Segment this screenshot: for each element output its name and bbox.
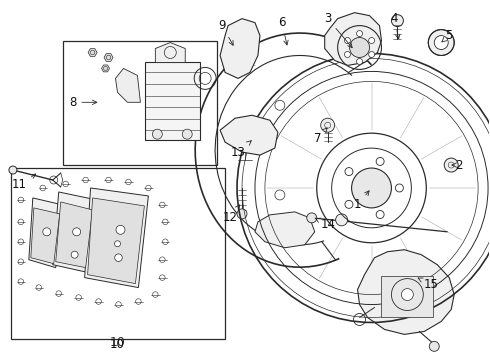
Text: 5: 5: [442, 29, 453, 42]
Circle shape: [376, 157, 384, 166]
Circle shape: [345, 201, 353, 208]
Polygon shape: [220, 115, 278, 155]
Bar: [11, 168, 225, 339]
Circle shape: [357, 58, 363, 64]
Circle shape: [237, 209, 247, 219]
Circle shape: [321, 118, 335, 132]
Circle shape: [182, 129, 192, 139]
Circle shape: [9, 166, 17, 174]
Circle shape: [392, 15, 403, 27]
Circle shape: [73, 228, 81, 236]
Text: 8: 8: [69, 96, 97, 109]
Text: 1: 1: [354, 191, 369, 211]
Polygon shape: [116, 68, 141, 102]
Text: 2: 2: [452, 158, 463, 172]
Text: 3: 3: [324, 12, 352, 48]
Text: 15: 15: [418, 278, 439, 291]
Circle shape: [152, 129, 162, 139]
Circle shape: [352, 168, 392, 208]
Circle shape: [71, 251, 78, 258]
Polygon shape: [255, 212, 315, 248]
Circle shape: [349, 37, 369, 58]
Text: 6: 6: [278, 16, 288, 45]
Polygon shape: [88, 198, 145, 284]
Text: 13: 13: [231, 141, 251, 159]
Circle shape: [444, 158, 458, 172]
Circle shape: [43, 228, 51, 236]
Polygon shape: [85, 188, 148, 288]
Bar: [382, 276, 433, 318]
Text: 10: 10: [110, 336, 125, 349]
Circle shape: [336, 214, 347, 226]
Circle shape: [434, 36, 448, 50]
Circle shape: [115, 254, 122, 261]
Polygon shape: [220, 19, 260, 78]
Bar: [146, 62, 200, 140]
Circle shape: [235, 51, 490, 324]
Circle shape: [307, 213, 317, 223]
Circle shape: [368, 51, 375, 58]
Polygon shape: [29, 198, 63, 268]
Text: 9: 9: [219, 19, 233, 45]
Polygon shape: [53, 192, 97, 273]
Circle shape: [344, 51, 350, 58]
Text: 4: 4: [391, 12, 400, 39]
Polygon shape: [31, 208, 60, 264]
Polygon shape: [155, 42, 185, 62]
Polygon shape: [325, 13, 382, 66]
Circle shape: [428, 30, 454, 55]
Polygon shape: [104, 54, 113, 61]
Circle shape: [395, 184, 403, 192]
Polygon shape: [358, 250, 454, 334]
Text: 14: 14: [315, 218, 335, 231]
Circle shape: [115, 241, 121, 247]
Circle shape: [116, 225, 125, 234]
Text: 7: 7: [314, 128, 327, 145]
Circle shape: [401, 289, 414, 301]
Polygon shape: [88, 49, 97, 57]
Circle shape: [357, 31, 363, 37]
Circle shape: [429, 341, 439, 351]
Circle shape: [345, 168, 353, 176]
Circle shape: [368, 37, 375, 44]
Text: 10: 10: [110, 338, 125, 351]
Polygon shape: [101, 65, 110, 72]
Circle shape: [344, 37, 350, 44]
Text: 11: 11: [11, 174, 36, 192]
Bar: [63, 41, 217, 165]
Polygon shape: [56, 202, 93, 268]
Circle shape: [376, 211, 384, 219]
Text: 12: 12: [222, 205, 240, 224]
